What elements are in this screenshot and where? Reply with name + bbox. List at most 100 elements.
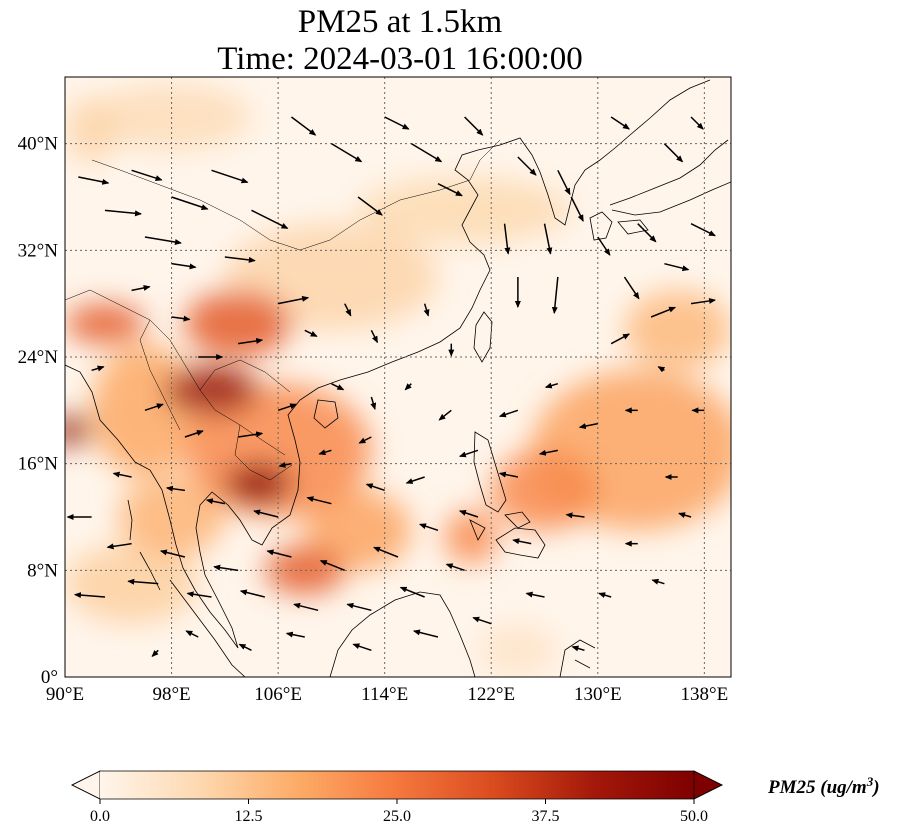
wind-arrow [370,329,379,344]
latitude-axis: 0° 8°N 16°N 24°N 32°N 40°N [18,134,59,688]
wind-arrow [358,436,372,444]
longitude-tick-label: 138°E [681,684,729,705]
wind-arrow [598,592,612,598]
wind-arrow [637,223,657,243]
wind-arrow [373,546,399,558]
wind-arrow [690,222,716,237]
mainland-coastline [65,79,711,649]
wind-arrow [570,196,584,222]
pm25-patch [444,510,498,564]
taiwan-coastline [473,311,493,363]
wind-arrow [253,509,279,518]
visayas-coastline [469,511,531,541]
latitude-tick-label: 0° [41,667,58,688]
wind-arrow [565,512,585,519]
wind-arrow [165,485,185,492]
pm25-patch [624,290,731,371]
chart-title-line2: Time: 2024-03-01 16:00:00 [217,41,583,77]
wind-arrow [551,276,559,314]
wind-arrow [344,303,352,317]
wind-arrow [578,422,598,430]
wind-arrow [277,295,310,305]
wind-arrow [610,116,630,130]
pm25-patch [65,303,145,344]
wind-arrow [131,284,151,292]
wind-arrow [171,315,191,322]
colorbar-tick-label: 37.5 [532,808,560,825]
colorbar-tick-label: 12.5 [235,808,263,825]
wind-vectors [66,116,717,658]
wind-arrow [544,382,559,389]
wind-arrow [186,591,212,598]
wind-arrow [543,223,553,255]
wind-arrow [503,223,511,255]
wind-arrow [423,303,430,317]
wind-arrow [304,329,318,338]
pm25-patch [264,546,345,595]
wind-arrow [557,169,571,196]
country-borders [65,139,501,481]
wind-arrow [512,538,532,545]
wind-arrow [238,643,252,652]
colorbar-ticks: 0.0 12.5 25.0 37.5 50.0 [90,799,708,825]
wind-arrow [690,297,717,305]
wind-arrow [404,383,412,391]
wind-arrow [78,176,110,185]
wind-arrow [318,449,332,456]
map-frame [64,76,732,678]
wind-arrow [151,649,159,658]
wind-arrow [238,337,264,345]
wind-arrow [458,510,479,518]
longitude-tick-label: 122°E [467,684,515,705]
wind-arrow [437,182,463,197]
wind-arrow [239,589,265,598]
wind-arrow [571,645,585,652]
wind-arrow [657,366,666,373]
hainan-coastline [313,399,339,429]
colorbar: 0.0 12.5 25.0 37.5 50.0 PM25 (ug/m3) [71,770,880,825]
pm25-patch [224,463,292,504]
wind-arrow [104,209,142,217]
latitude-tick-label: 32°N [18,240,59,261]
wind-arrow [185,630,199,638]
wind-arrow [285,631,305,638]
wind-arrow [319,560,345,572]
wind-arrow [365,483,385,492]
wind-arrow [623,276,640,300]
gridlines [65,77,731,677]
wind-arrow [664,262,690,272]
wind-arrow [277,403,298,412]
latitude-tick-label: 40°N [18,134,59,155]
longitude-tick-label: 130°E [574,684,622,705]
wind-arrow [445,563,465,572]
wind-arrow [357,196,383,216]
wind-arrow [399,586,425,598]
kyushu-coastline [589,211,613,241]
wind-arrow [517,156,537,176]
wind-arrow [144,403,164,412]
wind-arrow [610,333,631,345]
borneo-coastline [329,591,476,677]
wind-arrow [251,209,289,230]
wind-arrow [278,461,292,468]
pm25-patch [65,414,92,447]
wind-arrow [370,396,377,410]
pm25-patch [491,450,598,531]
wind-arrow [405,476,425,484]
colorbar-tick-label: 25.0 [383,808,411,825]
wind-arrow [438,409,452,421]
wind-arrow [419,523,439,532]
wind-arrow [106,542,132,550]
wind-arrow [131,169,163,181]
pm25-patch [65,97,119,164]
mindanao-coastline [495,527,546,559]
wind-arrow [498,471,519,478]
latitude-tick-label: 24°N [18,347,59,368]
wind-arrow [412,629,439,638]
wind-arrow [159,549,186,558]
latitude-tick-label: 8°N [27,560,58,581]
wind-arrow [112,471,132,478]
wind-arrow [306,496,332,505]
wind-arrow [472,616,492,625]
